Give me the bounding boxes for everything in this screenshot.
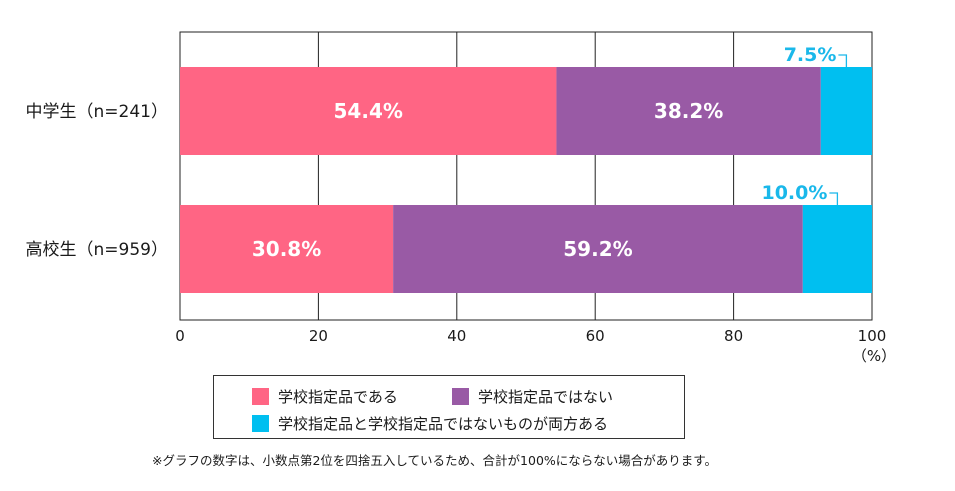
legend-item-school-designated: 学校指定品である <box>252 386 398 407</box>
data-label-callout: 10.0% <box>761 182 827 204</box>
bar-segment <box>556 67 821 155</box>
legend-label-not-designated: 学校指定品ではない <box>478 388 614 406</box>
legend-swatch-school-designated <box>252 388 269 405</box>
callout-leader-line <box>838 54 848 67</box>
legend: 学校指定品である 学校指定品ではない 学校指定品と学校指定品ではないものが両方あ… <box>213 375 685 439</box>
x-tick-label: 60 <box>586 327 605 345</box>
legend-swatch-not-designated <box>452 388 469 405</box>
data-label: 30.8% <box>252 237 321 261</box>
x-tick-label: 40 <box>447 327 466 345</box>
category-label: 中学生（n=241） <box>26 102 168 122</box>
bar-segment <box>820 67 872 155</box>
legend-item-both: 学校指定品と学校指定品ではないものが両方ある <box>252 413 608 434</box>
data-label: 38.2% <box>654 99 723 123</box>
data-label-callout: 7.5% <box>784 44 837 66</box>
footnote: ※グラフの数字は、小数点第2位を四捨五入しているため、合計が100%にならない場… <box>152 453 718 468</box>
data-label: 54.4% <box>334 99 403 123</box>
legend-label-school-designated: 学校指定品である <box>278 388 398 406</box>
legend-swatch-both <box>252 415 269 432</box>
category-label: 高校生（n=959） <box>26 240 168 260</box>
bar-segment <box>802 205 872 293</box>
legend-label-both: 学校指定品と学校指定品ではないものが両方ある <box>278 415 609 433</box>
stacked-bar-chart: 0 20 40 60 80 100 （%） 中学生（n=241） 54.4% 38.2% 7.5% 高… <box>26 31 896 365</box>
legend-item-not-designated: 学校指定品ではない <box>452 386 613 407</box>
bar-segment <box>180 205 394 293</box>
x-tick-label: 80 <box>724 327 743 345</box>
data-label: 59.2% <box>563 237 632 261</box>
x-tick-label: 100 <box>858 327 887 345</box>
plot-frame <box>179 31 873 321</box>
bar-segment <box>180 67 557 155</box>
x-tick-label: 0 <box>175 327 185 345</box>
bar-segment <box>393 205 803 293</box>
callout-leader-line <box>829 192 839 205</box>
x-unit-label: （%） <box>852 347 896 365</box>
x-tick-label: 20 <box>309 327 328 345</box>
